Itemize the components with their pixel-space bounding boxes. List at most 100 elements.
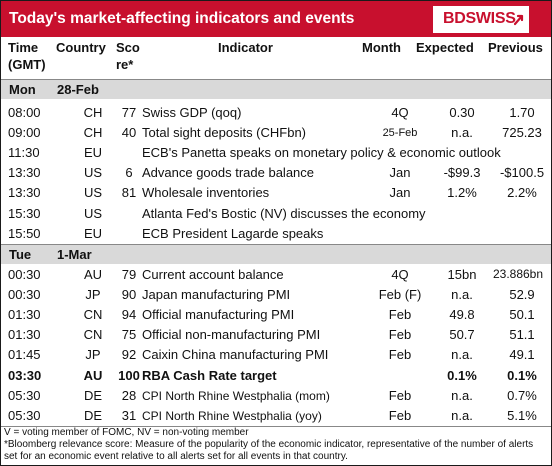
table-row: 08:00 CH 77 Swiss GDP (qoq) 4Q 0.30 1.70 [0,103,552,122]
cell-expected: 50.7 [449,327,475,342]
cell-country: US [83,206,103,221]
col-previous: Previous [488,40,543,55]
col-month: Month [362,40,401,55]
cell-month: Jan [389,185,411,200]
cell-expected: 1.2% [447,185,477,200]
cell-country: US [83,165,103,180]
cell-indicator: RBA Cash Rate target [142,368,277,383]
day-label: Mon [9,82,36,97]
footer-divider [1,426,551,427]
cell-country: CN [83,307,103,322]
table-row: 11:30 EU ECB's Panetta speaks on monetar… [0,143,552,162]
table-row: 01:45 JP 92 Caixin China manufacturing P… [0,345,552,364]
cell-indicator: ECB's Panetta speaks on monetary policy … [142,145,501,160]
header-divider [1,79,551,80]
cell-score: 92 [121,347,137,362]
cell-month: Feb [388,408,412,423]
cell-indicator: Total sight deposits (CHFbn) [142,125,307,140]
title-bar: Today's market-affecting indicators and … [1,1,551,37]
cell-time: 05:30 [8,388,41,403]
col-expected: Expected [416,40,474,55]
brand-logo-text: BDSWISS [443,10,516,27]
cell-score: 81 [121,185,137,200]
table-row: 00:30 JP 90 Japan manufacturing PMI Feb … [0,285,552,304]
cell-previous: 0.7% [507,388,537,403]
cell-month: 25-Feb [382,127,418,139]
cell-previous: -$100.5 [499,165,545,180]
day-band-tue: Tue 1-Mar [1,245,551,264]
cell-month: Feb (F) [378,287,422,302]
cell-score: 90 [121,287,137,302]
cell-indicator: Current account balance [142,267,284,282]
table-row: 00:30 AU 79 Current account balance 4Q 1… [0,265,552,284]
cell-indicator: Official manufacturing PMI [142,307,295,322]
cell-expected: n.a. [451,408,473,423]
cell-time: 08:00 [8,105,41,120]
cell-expected: 49.8 [449,307,475,322]
cell-country: DE [83,408,103,423]
cell-indicator: Advance goods trade balance [142,165,315,180]
cell-previous: 725.23 [502,125,542,140]
day-date: 28-Feb [57,82,99,97]
cell-country: EU [83,145,103,160]
cell-country: AU [83,368,103,383]
cell-previous: 50.1 [509,307,535,322]
cell-score: 100 [118,368,140,383]
table-row: 15:30 US Atlanta Fed's Bostic (NV) discu… [0,204,552,223]
cell-country: CH [83,125,103,140]
cell-indicator: Japan manufacturing PMI [142,287,291,302]
cell-month: Feb [388,307,412,322]
footnotes: V = voting member of FOMC, NV = non-voti… [4,427,549,463]
table-row: 05:30 DE 28 CPI North Rhine Westphalia (… [0,386,552,405]
brand-logo: BDSWISS [433,6,529,33]
cell-time: 01:30 [8,307,41,322]
cell-expected: n.a. [451,125,473,140]
cell-previous: 49.1 [509,347,535,362]
cell-previous: 0.1% [507,368,537,383]
cell-expected: 15bn [447,267,477,282]
cell-time: 13:30 [8,165,41,180]
cell-expected: n.a. [451,388,473,403]
cell-time: 00:30 [8,267,41,282]
cell-expected: n.a. [451,347,473,362]
table-row: 09:00 CH 40 Total sight deposits (CHFbn)… [0,123,552,142]
cell-previous: 1.70 [509,105,535,120]
cell-previous: 52.9 [509,287,535,302]
cell-score: 75 [121,327,137,342]
cell-month: 4Q [391,105,409,120]
cell-indicator: Caixin China manufacturing PMI [142,347,329,362]
cell-time: 13:30 [8,185,41,200]
day-band-mon: Mon 28-Feb [1,80,551,99]
cell-time: 03:30 [8,368,42,383]
column-headers: Time (GMT) Country Sco re* Indicator Mon… [0,38,552,78]
col-time-sub: (GMT) [8,57,46,72]
cell-score: 79 [121,267,137,282]
cell-indicator: CPI North Rhine Westphalia (mom) [142,389,330,403]
cell-time: 15:50 [8,226,41,241]
col-time: Time [8,40,39,55]
cell-country: US [83,185,103,200]
cell-indicator: Official non-manufacturing PMI [142,327,321,342]
table-row: 05:30 DE 31 CPI North Rhine Westphalia (… [0,406,552,425]
cell-previous: 5.1% [507,408,537,423]
table-row: 01:30 CN 75 Official non-manufacturing P… [0,325,552,344]
cell-indicator: Swiss GDP (qoq) [142,105,242,120]
page-title: Today's market-affecting indicators and … [9,10,355,27]
cell-previous: 51.1 [509,327,535,342]
day-label: Tue [9,247,32,262]
cell-month: 4Q [391,267,409,282]
cell-time: 01:30 [8,327,41,342]
col-indicator: Indicator [218,40,273,55]
logo-arrow-icon [514,14,524,26]
cell-month: Feb [388,388,412,403]
day-divider [1,244,551,245]
cell-score: 31 [121,408,137,423]
col-country: Country [56,40,106,55]
cell-score: 6 [125,165,133,180]
table-row: 15:50 EU ECB President Lagarde speaks [0,224,552,243]
cell-indicator: ECB President Lagarde speaks [142,226,324,241]
cell-month: Feb [388,327,412,342]
cell-expected: -$99.3 [443,165,481,180]
cell-country: DE [83,388,103,403]
cell-score: 77 [121,105,137,120]
